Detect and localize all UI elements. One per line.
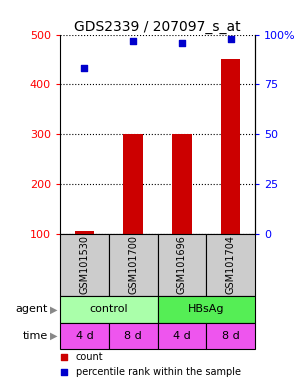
Text: GSM101530: GSM101530: [80, 235, 89, 295]
Text: percentile rank within the sample: percentile rank within the sample: [76, 367, 241, 377]
Bar: [206, 323, 255, 349]
Point: [228, 35, 233, 41]
Bar: [172, 134, 192, 234]
Bar: [158, 323, 206, 349]
Bar: [158, 296, 255, 323]
Text: GSM101696: GSM101696: [177, 235, 187, 295]
Text: control: control: [89, 304, 128, 314]
Text: 4 d: 4 d: [76, 331, 93, 341]
Bar: [75, 232, 94, 234]
Bar: [158, 234, 206, 296]
Text: GSM101700: GSM101700: [128, 235, 138, 295]
Text: HBsAg: HBsAg: [188, 304, 224, 314]
Bar: [60, 323, 109, 349]
Text: 8 d: 8 d: [222, 331, 239, 341]
Text: ▶: ▶: [50, 331, 57, 341]
Bar: [123, 134, 143, 234]
Bar: [206, 234, 255, 296]
Text: ▶: ▶: [50, 304, 57, 314]
Text: GSM101704: GSM101704: [226, 235, 236, 295]
Text: 8 d: 8 d: [124, 331, 142, 341]
Title: GDS2339 / 207097_s_at: GDS2339 / 207097_s_at: [74, 20, 241, 33]
Point: [179, 40, 184, 46]
Point: [82, 65, 87, 71]
Text: count: count: [76, 352, 103, 362]
Bar: [60, 234, 109, 296]
Bar: [109, 323, 158, 349]
Point: [61, 354, 66, 360]
Point: [61, 369, 66, 376]
Bar: [60, 296, 158, 323]
Bar: [221, 60, 240, 234]
Bar: [109, 234, 158, 296]
Point: [131, 38, 136, 44]
Text: time: time: [23, 331, 48, 341]
Text: 4 d: 4 d: [173, 331, 191, 341]
Text: agent: agent: [16, 304, 48, 314]
